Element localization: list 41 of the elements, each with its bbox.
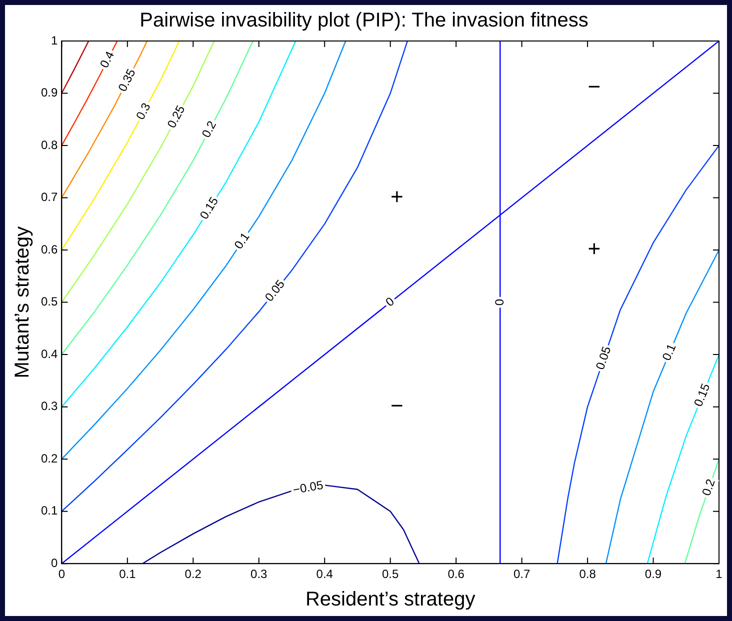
x-tick-label: 0.3 [250, 567, 268, 582]
text: 0 [492, 298, 506, 306]
y-tick-label: 0.3 [40, 399, 58, 414]
x-tick-label: 1 [716, 567, 723, 582]
annotation: + [588, 236, 601, 262]
y-tick-label: 0.9 [40, 86, 58, 100]
x-tick-label: 0.6 [448, 567, 465, 582]
text: 0.15 [691, 381, 713, 409]
y-tick-label: 0.6 [40, 242, 58, 256]
x-tick-label: 0.9 [644, 567, 662, 582]
text: 0.05 [592, 344, 614, 372]
y-tick-label: 0.2 [40, 451, 58, 466]
y-tick-label: 0.8 [40, 138, 58, 152]
x-tick-label: 0.4 [316, 567, 334, 582]
chart-title: Pairwise invasibility plot (PIP): The invasion fitness [140, 10, 588, 32]
text: 0.4 [97, 48, 118, 70]
x-axis-title: Resident’s strategy [305, 588, 476, 611]
y-tick-label: 0.7 [40, 190, 58, 204]
text: 0 [382, 294, 398, 310]
annotation: + [390, 184, 404, 209]
x-tick-label: 0.7 [513, 567, 530, 582]
text: 0.3 [133, 100, 154, 122]
text: 0.2 [699, 476, 718, 498]
text: 0.35 [115, 66, 138, 94]
text: 0.1 [231, 230, 253, 252]
y-tick-label: 0.4 [40, 346, 58, 361]
text: −0.05 [292, 478, 325, 497]
annotation: − [588, 74, 601, 100]
text: 0.2 [198, 118, 220, 140]
text: 0.1 [659, 342, 679, 363]
y-tick-label: 1 [50, 33, 58, 48]
x-tick-label: 0.1 [119, 567, 136, 582]
x-tick-label: 0.5 [382, 567, 400, 582]
annotation: − [390, 392, 404, 418]
y-tick-label: 0.1 [40, 504, 58, 518]
y-axis-title: Mutant’s strategy [12, 226, 34, 378]
x-tick-label: 0.2 [184, 567, 202, 582]
y-tick-label: 0 [50, 556, 58, 570]
y-tick-label: 0.5 [40, 294, 58, 309]
text: 0.25 [164, 102, 188, 130]
x-tick-label: 0.8 [579, 567, 596, 582]
